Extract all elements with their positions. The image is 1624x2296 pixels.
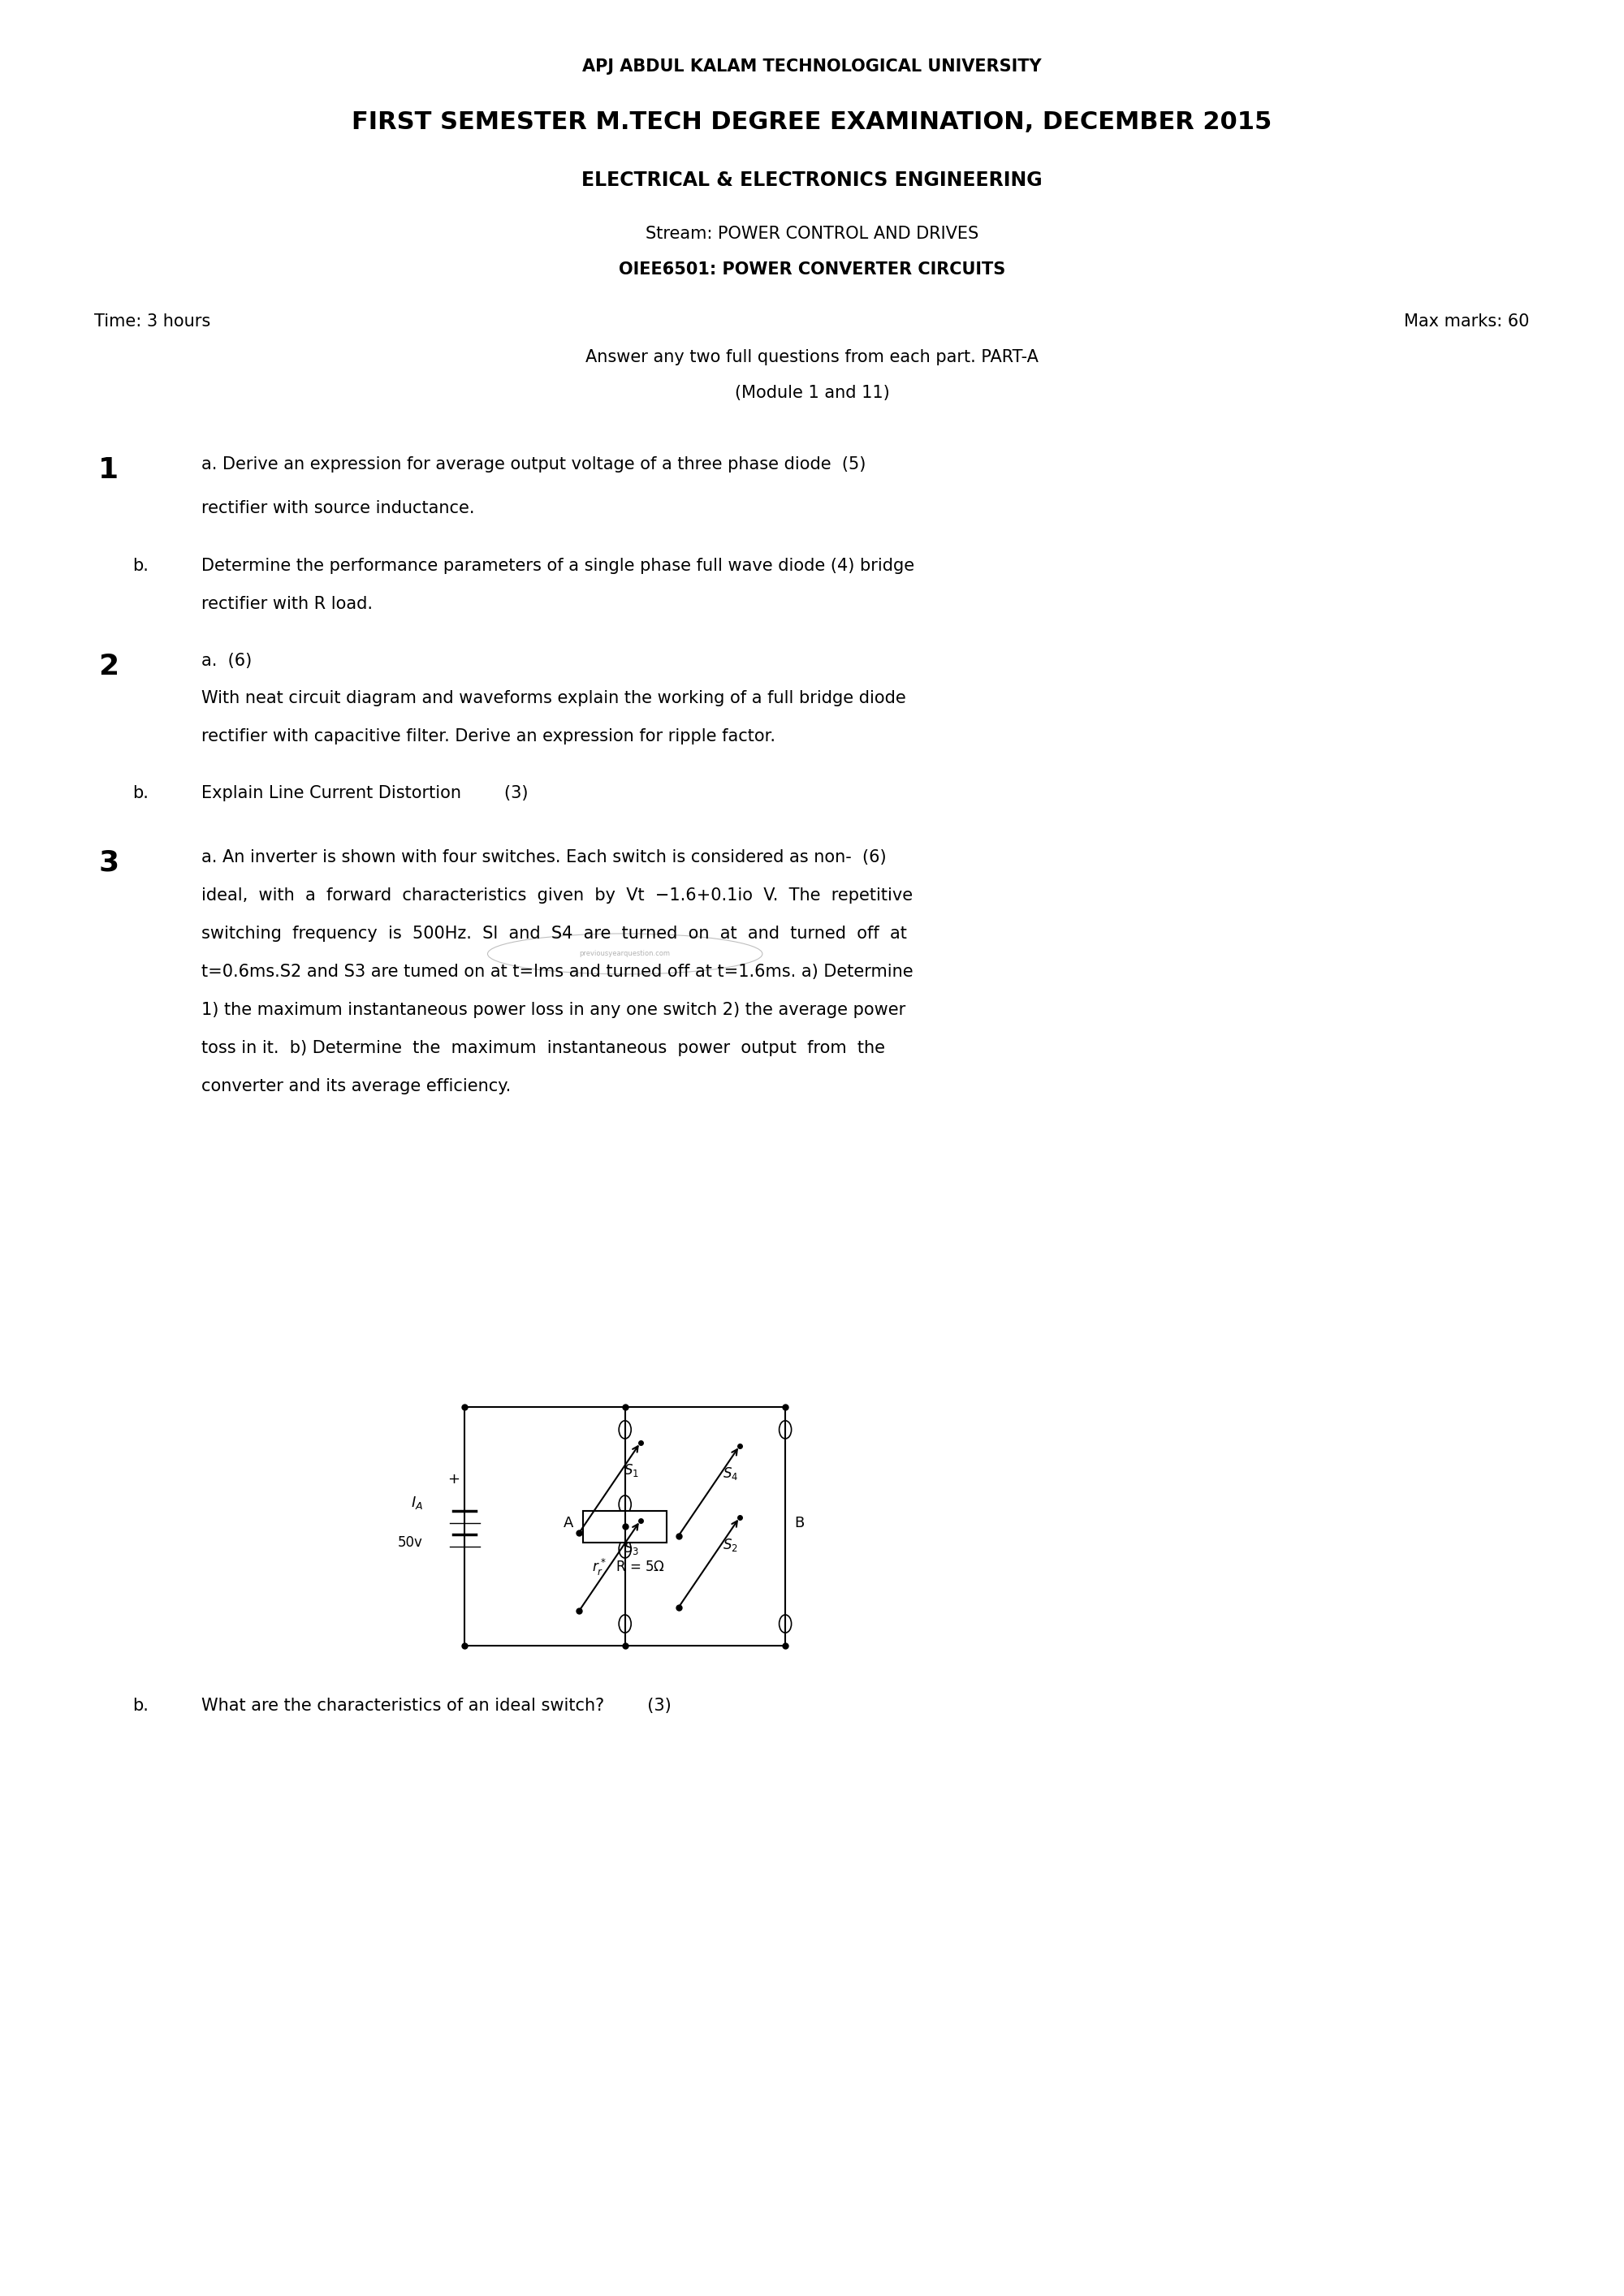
Text: previousyearquestion.com: previousyearquestion.com xyxy=(580,951,671,957)
Text: ideal,  with  a  forward  characteristics  given  by  Vt  −1.6+0.1io  V.  The  r: ideal, with a forward characteristics gi… xyxy=(201,886,913,902)
Text: switching  frequency  is  500Hz.  Sl  and  S4  are  turned  on  at  and  turned : switching frequency is 500Hz. Sl and S4 … xyxy=(201,925,906,941)
Text: b.: b. xyxy=(133,785,149,801)
Text: ELECTRICAL & ELECTRONICS ENGINEERING: ELECTRICAL & ELECTRONICS ENGINEERING xyxy=(581,170,1043,191)
Text: 1: 1 xyxy=(99,457,119,484)
Text: 50v: 50v xyxy=(398,1536,422,1550)
Text: OIEE6501: POWER CONVERTER CIRCUITS: OIEE6501: POWER CONVERTER CIRCUITS xyxy=(619,262,1005,278)
Text: 2: 2 xyxy=(99,652,119,680)
Text: Time: 3 hours: Time: 3 hours xyxy=(94,312,211,331)
Text: $S_2$: $S_2$ xyxy=(723,1536,737,1552)
Text: (Module 1 and 11): (Module 1 and 11) xyxy=(734,386,890,402)
Text: $S_1$: $S_1$ xyxy=(624,1463,638,1479)
Text: Answer any two full questions from each part. PART-A: Answer any two full questions from each … xyxy=(586,349,1038,365)
Text: +: + xyxy=(447,1472,460,1486)
Text: 3: 3 xyxy=(99,850,119,877)
Text: converter and its average efficiency.: converter and its average efficiency. xyxy=(201,1079,512,1095)
Text: With neat circuit diagram and waveforms explain the working of a full bridge dio: With neat circuit diagram and waveforms … xyxy=(201,689,906,705)
Text: 1) the maximum instantaneous power loss in any one switch 2) the average power: 1) the maximum instantaneous power loss … xyxy=(201,1001,906,1017)
Text: Explain Line Current Distortion        (3): Explain Line Current Distortion (3) xyxy=(201,785,528,801)
Text: $r_r^*$  R = 5$\Omega$: $r_r^*$ R = 5$\Omega$ xyxy=(593,1557,666,1577)
Text: B: B xyxy=(794,1515,804,1529)
Text: $S_3$: $S_3$ xyxy=(624,1541,638,1557)
Text: toss in it.  b) Determine  the  maximum  instantaneous  power  output  from  the: toss in it. b) Determine the maximum ins… xyxy=(201,1040,885,1056)
Text: Determine the performance parameters of a single phase full wave diode (4) bridg: Determine the performance parameters of … xyxy=(201,558,914,574)
Text: FIRST SEMESTER M.TECH DEGREE EXAMINATION, DECEMBER 2015: FIRST SEMESTER M.TECH DEGREE EXAMINATION… xyxy=(352,110,1272,133)
Text: a. An inverter is shown with four switches. Each switch is considered as non-  (: a. An inverter is shown with four switch… xyxy=(201,850,887,866)
Text: Stream: POWER CONTROL AND DRIVES: Stream: POWER CONTROL AND DRIVES xyxy=(645,225,979,241)
Text: rectifier with source inductance.: rectifier with source inductance. xyxy=(201,501,474,517)
Text: rectifier with capacitive filter. Derive an expression for ripple factor.: rectifier with capacitive filter. Derive… xyxy=(201,728,776,744)
Text: What are the characteristics of an ideal switch?        (3): What are the characteristics of an ideal… xyxy=(201,1697,671,1715)
Text: $S_4$: $S_4$ xyxy=(723,1465,739,1481)
Text: $I_A$: $I_A$ xyxy=(411,1495,422,1511)
Bar xyxy=(583,1511,667,1543)
Text: t=0.6ms.S2 and S3 are tumed on at t=lms and turned off at t=1.6ms. a) Determine: t=0.6ms.S2 and S3 are tumed on at t=lms … xyxy=(201,964,913,980)
Text: a. Derive an expression for average output voltage of a three phase diode  (5): a. Derive an expression for average outp… xyxy=(201,457,866,473)
Text: b.: b. xyxy=(133,558,149,574)
Text: rectifier with R load.: rectifier with R load. xyxy=(201,597,374,613)
Text: b.: b. xyxy=(133,1697,149,1715)
Text: A: A xyxy=(564,1515,573,1529)
Text: APJ ABDUL KALAM TECHNOLOGICAL UNIVERSITY: APJ ABDUL KALAM TECHNOLOGICAL UNIVERSITY xyxy=(583,60,1041,76)
Text: a.  (6): a. (6) xyxy=(201,652,252,670)
Text: Max marks: 60: Max marks: 60 xyxy=(1405,312,1530,331)
